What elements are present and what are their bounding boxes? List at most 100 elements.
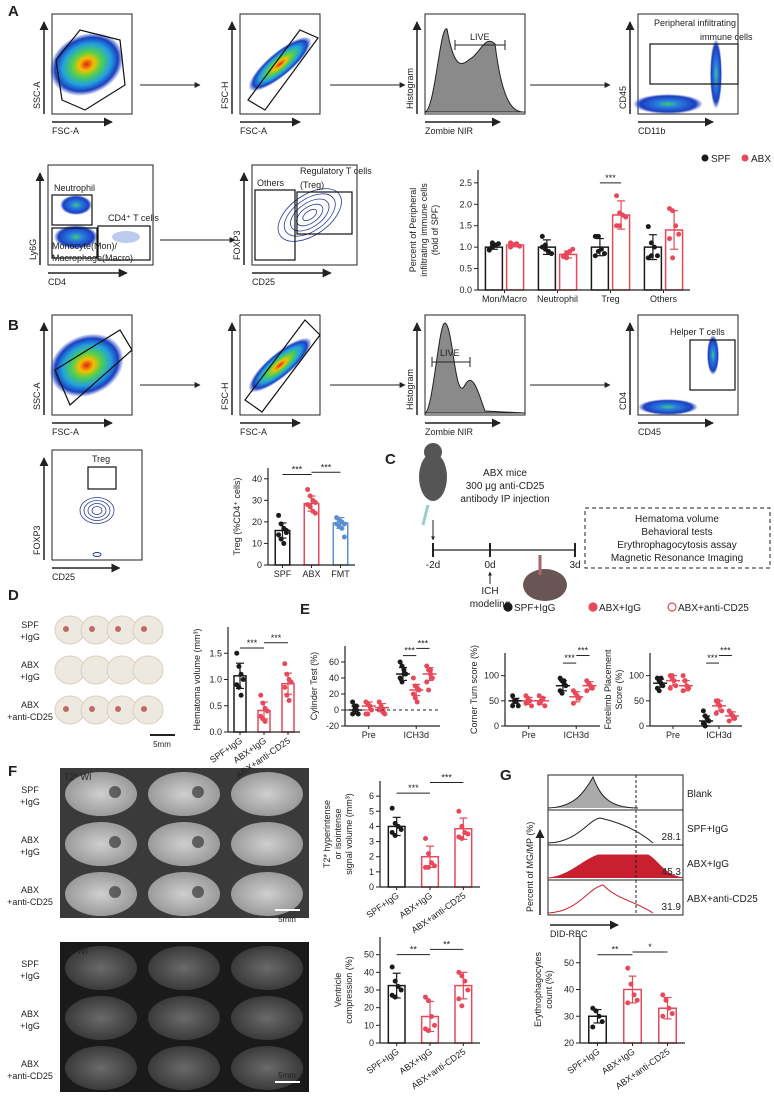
data-point — [262, 719, 268, 724]
data-point — [667, 685, 673, 691]
y-axis-label: or isointense — [333, 808, 343, 859]
legend-marker — [667, 602, 677, 612]
mri-label: T2* WI — [64, 772, 92, 782]
significance-label: *** — [408, 783, 419, 793]
x-tick-label: Pre — [522, 730, 536, 740]
outcome-text: Hematoma volume — [635, 514, 719, 525]
x-tick-label: Others — [650, 294, 678, 304]
mouse-icon — [419, 453, 447, 501]
y-tick-label: 30 — [252, 495, 262, 505]
x-tick-label: Mon/Macro — [482, 294, 527, 304]
mri-brain — [65, 996, 137, 1040]
lesion — [109, 786, 121, 798]
significance-label: *** — [321, 462, 332, 472]
density-blob — [707, 335, 719, 375]
gate-polygon — [244, 319, 321, 413]
mri-brain — [65, 872, 137, 916]
hematoma-spot — [63, 706, 69, 712]
data-point — [282, 684, 288, 690]
gate-label: Monocyte(Mon)/ — [52, 241, 118, 251]
gate-label: (Treg) — [300, 180, 324, 190]
histogram-curve — [547, 854, 684, 879]
mri-brain — [231, 1046, 303, 1090]
y-axis-label: infiltrating immune cells — [419, 183, 429, 277]
data-point — [614, 193, 620, 199]
lesion — [109, 886, 121, 898]
y-tick-label: 1.5 — [209, 648, 222, 658]
data-point — [276, 512, 282, 518]
lesion — [192, 836, 204, 848]
y-tick-label: 30 — [364, 985, 374, 995]
y-tick-label: 50 — [364, 950, 374, 960]
data-point — [264, 708, 270, 714]
data-point — [410, 675, 416, 681]
y-axis-label: count (%) — [544, 970, 554, 1009]
mri-brain — [65, 772, 137, 816]
gate-treg — [296, 191, 353, 235]
data-point — [423, 994, 428, 1000]
syringe-icon — [421, 504, 430, 526]
gate-treg — [87, 466, 117, 490]
data-point — [429, 675, 435, 681]
data-point — [590, 1024, 596, 1030]
y-tick-label: 0.5 — [459, 264, 472, 274]
y-tick-label: 0 — [369, 882, 374, 892]
histogram-curve — [424, 322, 526, 414]
timepoint-label: 0d — [484, 560, 495, 571]
gate-label: Peripheral infiltrating — [654, 18, 736, 28]
y-tick-label: 10 — [252, 538, 262, 548]
y-tick-label: 0.0 — [209, 727, 222, 737]
y-tick-label: 20 — [364, 1003, 374, 1013]
flow-plot-b4 — [637, 314, 739, 416]
timepoint-label: -2d — [426, 560, 440, 571]
lesion — [109, 836, 121, 848]
mouse-head — [424, 443, 442, 461]
bar — [505, 244, 525, 291]
y-tick-label: 0.0 — [459, 285, 472, 295]
gate-label: Macrophage(Macro) — [52, 253, 133, 263]
contour-line — [277, 188, 342, 242]
scale-label: 5mm — [278, 1071, 296, 1080]
x-tick-label: ICH3d — [706, 730, 732, 740]
data-point — [489, 240, 495, 246]
data-point — [389, 805, 395, 811]
histogram-label: Blank — [687, 789, 713, 800]
panel-letter-G: G — [500, 767, 512, 784]
histogram-label: ABX+anti-CD25 — [687, 894, 758, 905]
group-label: +IgG — [20, 632, 40, 642]
hematoma-spot — [89, 706, 95, 712]
x-axis-label: Zombie NIR — [425, 427, 474, 437]
data-point — [645, 224, 651, 230]
density-blob — [710, 39, 722, 109]
significance-label: *** — [292, 464, 303, 474]
mri-brain — [231, 772, 303, 816]
data-point — [414, 699, 420, 705]
gate-label: Treg — [92, 454, 110, 464]
flow-plot-b2 — [239, 314, 321, 416]
legend-marker — [741, 154, 749, 162]
schematic-text: 300 μg anti-CD25 — [466, 481, 545, 492]
lesion — [192, 786, 204, 798]
group-label: +IgG — [20, 797, 40, 807]
group-label: ABX — [21, 700, 39, 710]
data-point — [398, 826, 404, 832]
contour-line — [290, 198, 330, 232]
schematic-text: antibody IP injection — [460, 494, 549, 505]
legend-label: ABX+IgG — [599, 603, 641, 614]
data-point — [312, 510, 318, 516]
mri-brain — [231, 946, 303, 990]
data-point — [570, 246, 576, 252]
panel-letter-A: A — [8, 3, 19, 20]
data-point — [398, 987, 404, 993]
y-tick-label: 6 — [369, 791, 374, 801]
y-axis-label: compression (%) — [344, 956, 354, 1024]
data-point — [686, 685, 692, 691]
mri-brain — [231, 872, 303, 916]
y-tick-label: 60 — [329, 657, 339, 667]
y-tick-label: -20 — [326, 721, 339, 731]
legend-label: ABX — [751, 154, 771, 165]
plot-frame — [47, 164, 154, 266]
mri-brain — [65, 1046, 137, 1090]
y-axis-label: FSC-H — [220, 82, 230, 110]
